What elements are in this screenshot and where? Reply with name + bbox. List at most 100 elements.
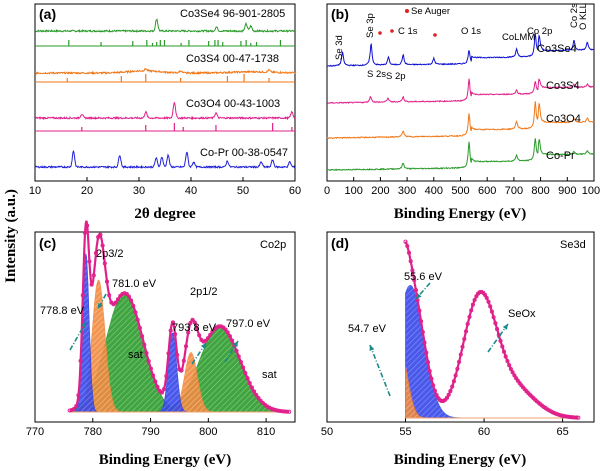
c-raw-data-point (245, 376, 250, 381)
c-raw-data-point (201, 339, 206, 344)
d-label-seox: SeOx (508, 308, 536, 320)
d-xtick-label: 55 (399, 426, 411, 438)
d-raw-data-point (446, 392, 451, 397)
c-label-7788: 778.8 eV (40, 305, 85, 317)
c-raw-data-point (192, 320, 197, 325)
c-raw-data-point (85, 223, 90, 228)
c-raw-data-point (80, 293, 85, 298)
c-arrow-7810-head (98, 303, 103, 309)
d-raw-data-point (403, 239, 408, 244)
b-survey-line (327, 78, 595, 104)
panel-a-frame (34, 3, 296, 182)
c-raw-data-point (269, 406, 274, 411)
c-raw-data-point (93, 251, 99, 256)
c-raw-data-point (208, 332, 213, 337)
d-raw-data-point (488, 304, 493, 309)
c-raw-data-point (234, 348, 239, 353)
c-xtick-label: 780 (84, 426, 102, 438)
c-xtick-label: 790 (141, 426, 159, 438)
c-raw-data-point (214, 325, 219, 330)
c-raw-data-point (142, 342, 147, 347)
c-raw-data-point (89, 282, 94, 287)
c-raw-data-point (151, 373, 156, 378)
c-raw-data-point (258, 398, 263, 403)
d-raw-data-point (576, 415, 581, 420)
a-pattern-line (34, 18, 296, 33)
c-raw-data-point (175, 353, 180, 358)
c-label-7810: 781.0 eV (112, 278, 157, 290)
c-xtick-label: 800 (199, 426, 217, 438)
c-xtick-label: 810 (257, 426, 275, 438)
b-xtick-label: 200 (371, 185, 389, 197)
d-raw-data-point (500, 344, 505, 349)
c-raw-data-point (225, 330, 230, 335)
b-label-co2s: Co 2s (569, 3, 580, 28)
c-raw-data-point (164, 373, 169, 379)
d-raw-data-point (505, 359, 510, 364)
b-xtick-label: 300 (398, 185, 416, 197)
c-raw-data-point (254, 392, 259, 398)
d-raw-data-point (558, 413, 564, 418)
c-raw-data-point (247, 381, 252, 386)
c-raw-data-point (194, 326, 200, 331)
b-series-label-co3o4: Co3O4 (546, 113, 581, 125)
c-x-axis-title: Binding Energy (eV) (99, 452, 232, 468)
b-label-okll: O KLL (578, 3, 589, 30)
d-raw-data-point (463, 329, 469, 334)
c-raw-data-point (144, 351, 149, 356)
panel-b: 0 100 200 300 400 500 600 700 800 900 1000 (324, 29, 600, 197)
c-raw-data-point (155, 384, 160, 389)
c-raw-data-point (82, 230, 88, 235)
c-raw-data-point (256, 396, 261, 401)
c-title: Co2p (260, 239, 286, 251)
d-xtick-label: 60 (478, 426, 490, 438)
d-raw-data-point (451, 379, 456, 384)
d-raw-data-point (465, 321, 470, 326)
c-raw-data-point (179, 368, 184, 373)
c-raw-data-point (203, 338, 208, 343)
d-label-547: 54.7 eV (348, 323, 387, 335)
d-raw-data-point (493, 321, 498, 326)
d-raw-data-point (412, 278, 417, 283)
b-label-s2s: S 2s (367, 69, 386, 80)
d-raw-data-point (458, 352, 463, 357)
c-raw-data-point (183, 344, 189, 349)
d-raw-data-point (574, 415, 579, 420)
d-raw-data-point (460, 344, 465, 349)
d-raw-data-point (424, 350, 429, 355)
c-raw-data-point (188, 320, 193, 326)
c-raw-data-point (197, 333, 202, 338)
c-raw-data-point (173, 332, 178, 337)
d-raw-data-point (417, 308, 422, 313)
c-raw-data-point (227, 334, 232, 339)
panel-b-letter: (b) (331, 6, 349, 22)
b-label-co2p: Co 2p (527, 26, 552, 37)
c-raw-data-point (190, 317, 195, 322)
b-xtick-label: 700 (505, 185, 523, 197)
c-raw-data-point (238, 359, 243, 365)
c-raw-data-point (230, 338, 235, 343)
c-raw-data-point (205, 336, 211, 341)
a-series-label-co3s4: Co3S4 00-47-1738 (186, 53, 279, 65)
d-raw-data-point (553, 411, 558, 416)
d-raw-data-point (405, 243, 410, 249)
c-raw-data-point (137, 325, 142, 330)
b-x-axis-title: Binding Energy (eV) (394, 206, 527, 222)
c-arrow-7970-head (232, 341, 238, 347)
d-raw-data-point (512, 373, 517, 378)
d-raw-data-point (501, 349, 507, 354)
panel-a-letter: (a) (39, 6, 56, 22)
a-series-label-copr: Co-Pr 00-38-0547 (200, 147, 288, 159)
c-raw-data-point (273, 408, 279, 413)
y-axis-label: Intensity (a.u.) (3, 189, 19, 283)
d-raw-data-point (431, 383, 436, 388)
b-xtick-label: 600 (478, 185, 496, 197)
panel-b-frame (326, 3, 595, 182)
c-raw-data-point (78, 358, 83, 363)
se-auger-marker (405, 9, 409, 13)
b-label-o1s: O 1s (461, 26, 481, 37)
d-raw-data-point (507, 363, 512, 368)
c-raw-data-point (67, 408, 72, 413)
b-series-label-co3se4: Co3Se4 (537, 43, 577, 55)
d-arrow-556-head (416, 293, 422, 299)
